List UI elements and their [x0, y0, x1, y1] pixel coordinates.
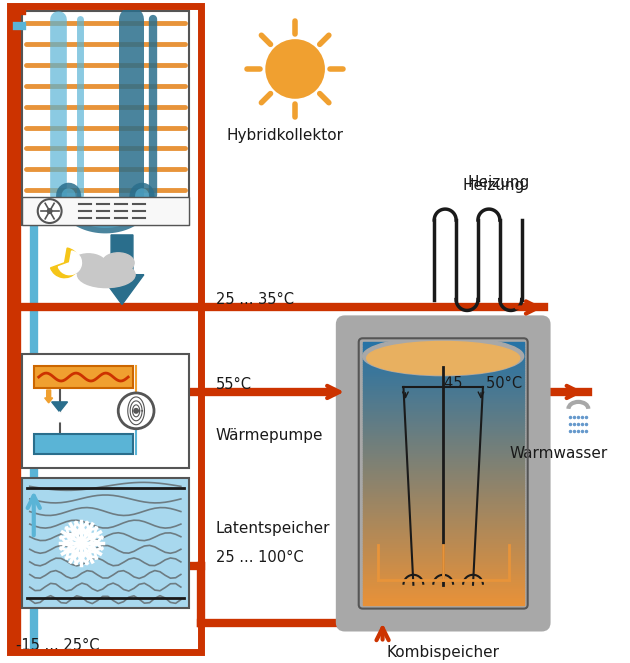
Circle shape — [118, 393, 154, 429]
Circle shape — [47, 208, 53, 214]
Text: Heizung: Heizung — [467, 175, 530, 190]
Polygon shape — [52, 412, 67, 422]
Bar — [22, 479, 189, 607]
Bar — [34, 434, 133, 453]
Wedge shape — [59, 251, 81, 274]
Bar — [22, 354, 189, 469]
Text: 55°C: 55°C — [215, 377, 251, 392]
Circle shape — [265, 39, 325, 99]
FancyArrow shape — [100, 235, 144, 304]
FancyBboxPatch shape — [337, 316, 549, 631]
Ellipse shape — [77, 262, 135, 288]
Ellipse shape — [102, 253, 134, 272]
Text: 25 ... 100°C: 25 ... 100°C — [215, 550, 303, 566]
Bar — [22, 11, 189, 225]
Circle shape — [38, 199, 62, 223]
Text: 25 ... 35°C: 25 ... 35°C — [215, 292, 294, 307]
FancyArrow shape — [45, 390, 53, 403]
Text: Kombispeicher: Kombispeicher — [387, 645, 500, 660]
Text: Warmwasser: Warmwasser — [509, 446, 607, 461]
Ellipse shape — [363, 337, 524, 376]
Polygon shape — [52, 402, 67, 412]
Circle shape — [133, 408, 139, 414]
Text: Hybridkollektor: Hybridkollektor — [227, 128, 344, 143]
Wedge shape — [50, 248, 79, 278]
Text: -15 ... 25°C: -15 ... 25°C — [16, 638, 100, 653]
Ellipse shape — [71, 254, 106, 276]
Bar — [34, 366, 133, 388]
Bar — [10, 7, 201, 652]
Ellipse shape — [367, 341, 520, 375]
Bar — [22, 197, 189, 225]
Text: 45 ... 50°C: 45 ... 50°C — [444, 377, 522, 391]
Text: Wärmepumpe: Wärmepumpe — [215, 428, 323, 443]
Text: Latentspeicher: Latentspeicher — [215, 520, 330, 536]
Text: Heizung: Heizung — [463, 178, 525, 193]
